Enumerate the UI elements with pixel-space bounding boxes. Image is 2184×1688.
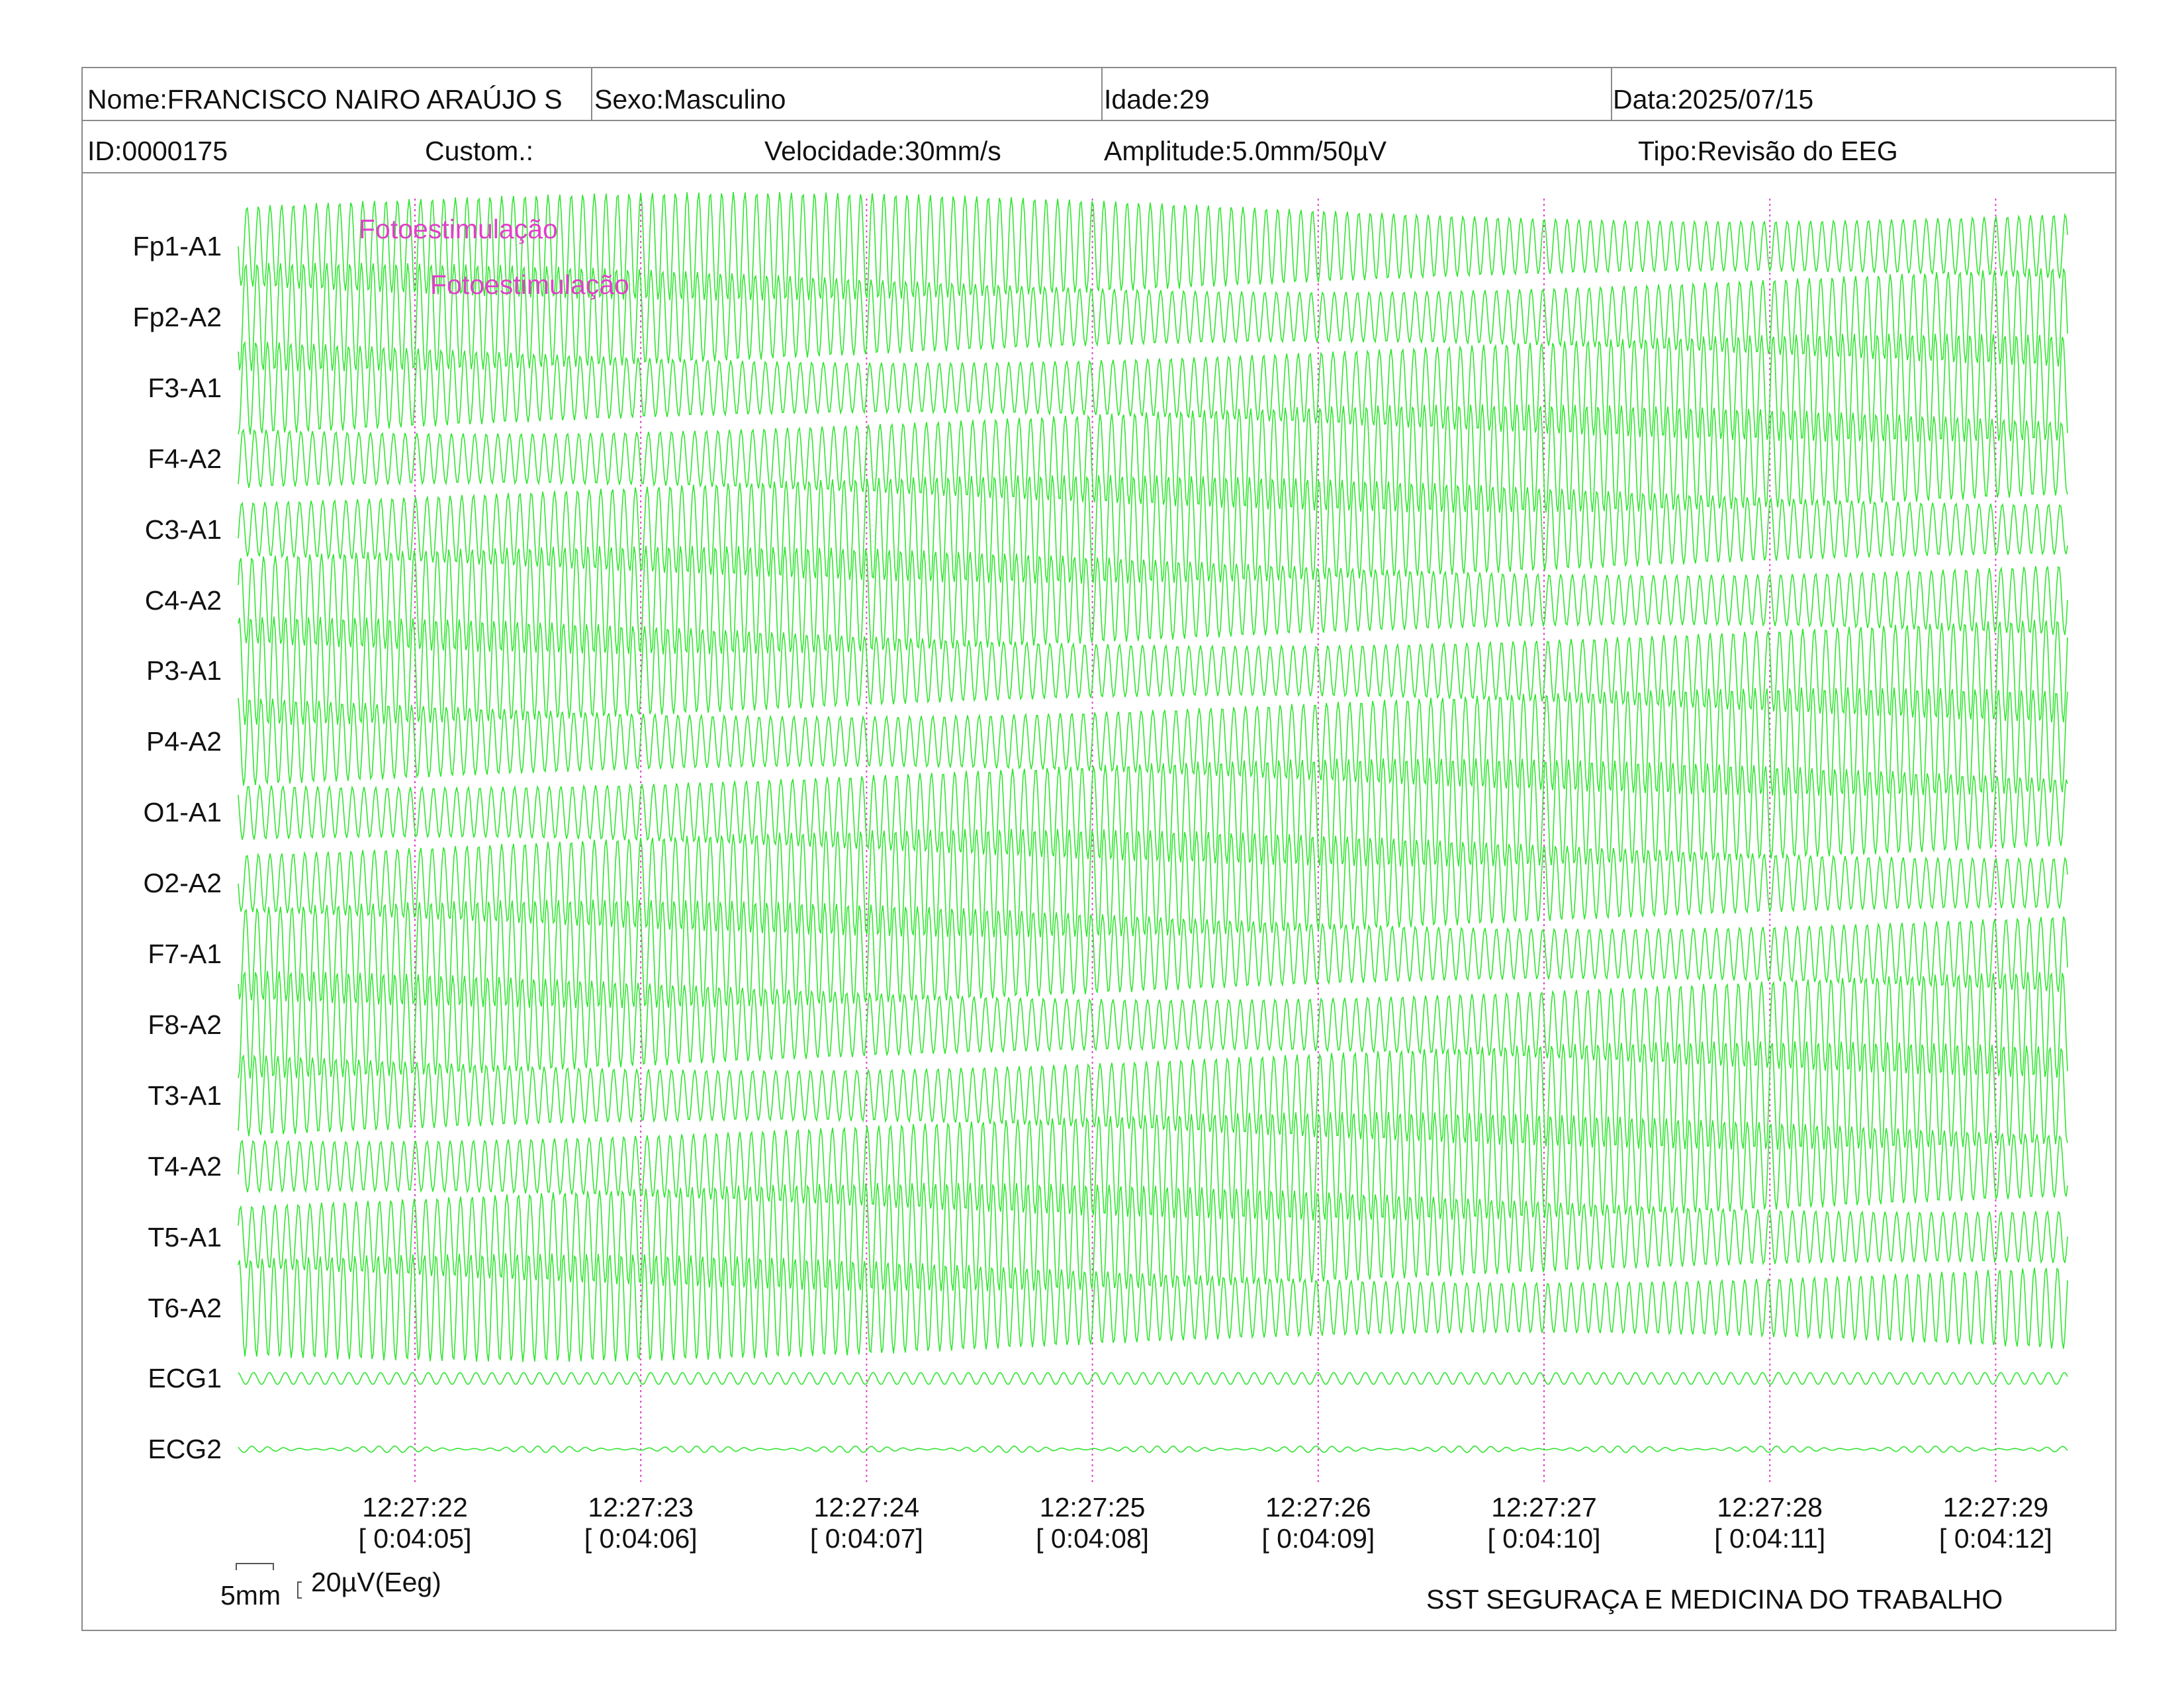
- timestamp-elapsed: [ 0:04:08]: [1036, 1523, 1150, 1554]
- channel-label: F3-A1: [148, 372, 222, 403]
- channel-label: C3-A1: [144, 514, 222, 545]
- trace-f7-a1: [238, 900, 2068, 1008]
- trace-f3-a1: [238, 333, 2068, 442]
- patient-age: Idade:29: [1104, 84, 1210, 115]
- channel-label: ECG1: [148, 1363, 222, 1394]
- channel-label: O1-A1: [143, 797, 222, 828]
- scale-amplitude-label: 20µV(Eeg): [311, 1567, 441, 1597]
- timestamp-clock: 12:27:23: [588, 1492, 694, 1523]
- trace-f4-a2: [238, 404, 2068, 513]
- timestamp-elapsed: [ 0:04:11]: [1714, 1523, 1826, 1554]
- timestamp: 12:27:23[ 0:04:06]: [561, 1492, 720, 1554]
- trace-c3-a1: [238, 475, 2068, 584]
- channel-label: F8-A2: [148, 1009, 222, 1040]
- timestamp-clock: 12:27:25: [1039, 1492, 1146, 1523]
- channel-label: T3-A1: [148, 1080, 222, 1111]
- clinic-name: SST SEGURAÇA E MEDICINA DO TRABALHO: [1426, 1584, 2003, 1615]
- trace-ecg1: [238, 1372, 2068, 1385]
- timestamp: 12:27:24[ 0:04:07]: [787, 1492, 946, 1554]
- channel-label: T4-A2: [148, 1150, 222, 1182]
- patient-sex: Sexo:Masculino: [594, 84, 786, 115]
- photostimulation-marker: Fotoestimulação: [359, 214, 558, 244]
- timestamp-elapsed: [ 0:04:07]: [809, 1523, 923, 1554]
- photostimulation-marker: Fotoestimulação: [430, 269, 629, 300]
- header-divider-1: [83, 120, 2115, 121]
- report-frame: [81, 67, 2116, 1631]
- channel-label: P3-A1: [146, 655, 222, 686]
- channel-label: T5-A1: [148, 1221, 222, 1252]
- channel-label: C4-A2: [144, 585, 222, 616]
- trace-p4-a2: [238, 687, 2068, 796]
- scale-bar-icon: [236, 1563, 302, 1599]
- amplitude-setting: Amplitude:5.0mm/50µV: [1104, 136, 1387, 166]
- timestamp-clock: 12:27:26: [1265, 1492, 1371, 1523]
- channel-label: Fp2-A2: [132, 301, 222, 332]
- trace-ecg2: [238, 1445, 2068, 1454]
- scale-length-label: 5mm: [220, 1580, 281, 1611]
- timestamp-clock: 12:27:27: [1491, 1492, 1597, 1523]
- patient-name: Nome:FRANCISCO NAIRO ARAÚJO S: [87, 84, 563, 115]
- trace-t3-a1: [238, 1041, 2068, 1150]
- timestamp: 12:27:25[ 0:04:08]: [1013, 1492, 1172, 1554]
- timestamp: 12:27:28[ 0:04:11]: [1690, 1492, 1849, 1554]
- header-cell-divider: [1101, 68, 1103, 121]
- speed-setting: Velocidade:30mm/s: [764, 136, 1001, 166]
- channel-label: O2-A2: [143, 868, 222, 899]
- trace-p3-a1: [238, 616, 2068, 726]
- trace-o2-a2: [238, 829, 2068, 937]
- timestamp-elapsed: [ 0:04:09]: [1261, 1523, 1375, 1554]
- trace-fp1-a1: [238, 192, 2068, 301]
- header-cell-divider: [1611, 68, 1612, 121]
- header-divider-2: [83, 172, 2115, 173]
- exam-type: Tipo:Revisão do EEG: [1638, 136, 1898, 166]
- timestamp-elapsed: [ 0:04:05]: [358, 1523, 472, 1554]
- channel-label: Fp1-A1: [132, 231, 222, 261]
- channel-label: F4-A2: [148, 443, 222, 474]
- timestamp-clock: 12:27:24: [813, 1492, 920, 1523]
- trace-o1-a1: [238, 758, 2068, 867]
- timestamp-elapsed: [ 0:04:06]: [584, 1523, 698, 1554]
- exam-date: Data:2025/07/15: [1613, 84, 1814, 115]
- trace-fp2-a2: [238, 263, 2068, 371]
- timestamp: 12:27:27[ 0:04:10]: [1465, 1492, 1623, 1554]
- trace-c4-a2: [238, 545, 2068, 655]
- trace-t5-a1: [238, 1182, 2068, 1291]
- timestamp-elapsed: [ 0:04:10]: [1487, 1523, 1601, 1554]
- channel-label: P4-A2: [146, 726, 222, 757]
- channel-label: ECG2: [148, 1434, 222, 1465]
- timestamp: 12:27:26[ 0:04:09]: [1239, 1492, 1398, 1554]
- timestamp: 12:27:22[ 0:04:05]: [336, 1492, 494, 1554]
- timestamp-clock: 12:27:29: [1942, 1492, 2049, 1523]
- trace-f8-a2: [238, 970, 2068, 1079]
- channel-label: F7-A1: [148, 939, 222, 969]
- header-cell-divider: [591, 68, 592, 121]
- custom-field: Custom.:: [425, 136, 534, 166]
- timestamp-clock: 12:27:22: [362, 1492, 468, 1523]
- channel-label: T6-A2: [148, 1292, 222, 1323]
- trace-t4-a2: [238, 1111, 2068, 1221]
- timestamp-elapsed: [ 0:04:12]: [1938, 1523, 2052, 1554]
- timestamp: 12:27:29[ 0:04:12]: [1916, 1492, 2075, 1554]
- timestamp-clock: 12:27:28: [1717, 1492, 1823, 1523]
- trace-t6-a2: [238, 1253, 2068, 1362]
- patient-id: ID:0000175: [87, 136, 228, 166]
